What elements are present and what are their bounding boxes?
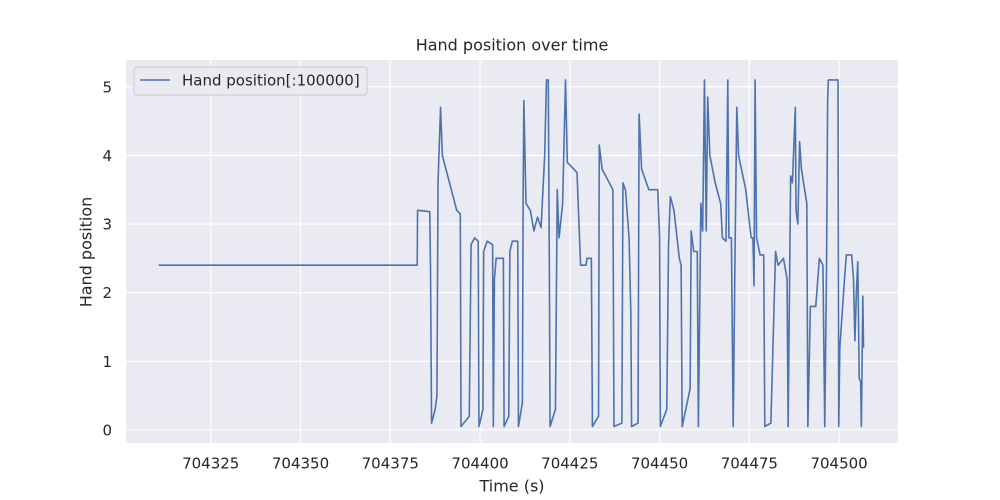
x-tick-label: 704350 <box>272 455 329 473</box>
x-axis-label: Time (s) <box>478 477 544 496</box>
plot-area <box>126 60 898 443</box>
y-axis-label: Hand position <box>77 197 96 308</box>
x-tick-label: 704450 <box>631 455 688 473</box>
legend: Hand position[:100000] <box>133 66 368 96</box>
y-tick-label: 1 <box>102 353 112 371</box>
y-tick-label: 2 <box>102 284 112 302</box>
x-tick-label: 704500 <box>810 455 867 473</box>
x-tick-label: 704425 <box>541 455 598 473</box>
legend-box <box>133 66 368 96</box>
y-tick-label: 3 <box>102 216 112 234</box>
y-tick-label: 5 <box>102 78 112 96</box>
data-line <box>158 79 865 428</box>
marks <box>158 79 865 428</box>
x-tick-label: 704400 <box>451 455 508 473</box>
y-tick-label: 4 <box>102 147 112 165</box>
y-tick-label: 0 <box>102 421 112 439</box>
chart-title: Hand position over time <box>416 36 609 55</box>
x-tick-label: 704325 <box>182 455 239 473</box>
x-tick-label: 704375 <box>362 455 419 473</box>
x-tick-label: 704475 <box>721 455 778 473</box>
legend-label: Hand position[:100000] <box>182 72 360 90</box>
